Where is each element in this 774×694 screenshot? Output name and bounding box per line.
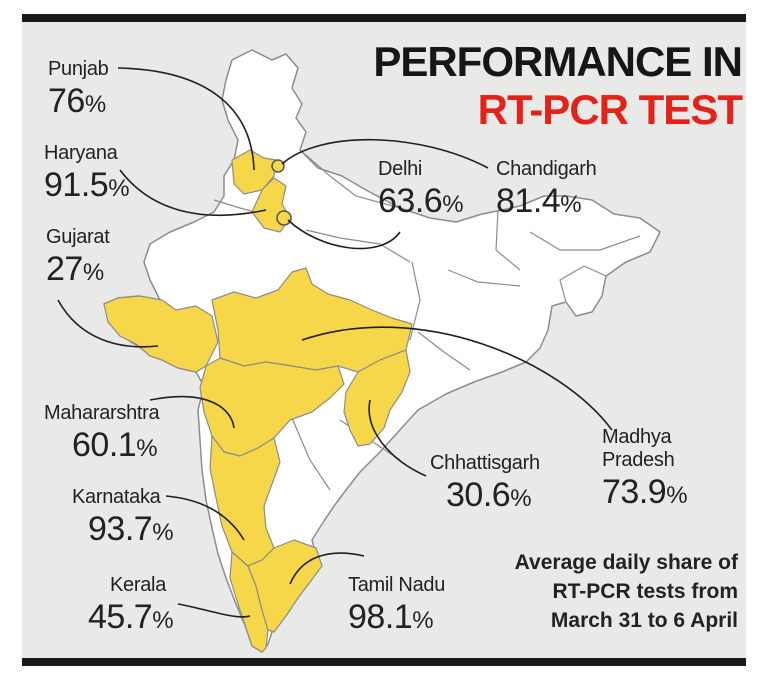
label-chhattisgarh: Chhattisgarh 30.6% (430, 452, 540, 519)
label-karnataka-value: 93.7% (88, 510, 174, 548)
highlighted-states (103, 149, 413, 653)
label-gujarat: Gujarat 27% (46, 226, 110, 293)
label-punjab-value: 76% (48, 82, 106, 120)
label-tamil-nadu-value: 98.1% (348, 598, 434, 636)
top-rule (22, 14, 746, 22)
chandigarh-marker (271, 159, 285, 173)
label-delhi-value: 63.6% (378, 182, 464, 220)
leader-kerala (177, 603, 251, 618)
label-karnataka-name: Karnataka (72, 486, 161, 508)
leader-delhi (287, 219, 401, 250)
label-kerala: Kerala 45.7% (88, 574, 174, 641)
label-madhya-pradesh: Madhya Pradesh 73.9% (602, 426, 688, 516)
leader-punjab (117, 67, 255, 171)
label-delhi-name: Delhi (378, 158, 423, 180)
label-chandigarh-name: Chandigarh (496, 158, 597, 180)
label-maharashtra: Mahararshtra 60.1% (44, 402, 160, 469)
label-gujarat-value: 27% (46, 250, 104, 288)
title-line-1: PERFORMANCE IN (373, 38, 743, 85)
bottom-rule (22, 658, 746, 666)
state-karnataka (209, 435, 281, 567)
label-karnataka: Karnataka 93.7% (72, 486, 174, 553)
label-madhya-pradesh-name-1: Madhya (602, 426, 672, 448)
label-punjab: Punjab 76% (48, 58, 109, 125)
note: Average daily share of RT-PCR tests from… (515, 548, 738, 635)
title-line-2: RT-PCR TEST (477, 86, 743, 133)
label-madhya-pradesh-name-2: Pradesh (602, 449, 675, 471)
state-tamil-nadu (247, 539, 323, 633)
note-line-3: March 31 to 6 April (550, 609, 738, 632)
leader-haryana (119, 169, 267, 216)
delhi-marker (276, 210, 292, 226)
leader-karnataka (165, 495, 245, 541)
note-line-2: RT-PCR tests from (552, 580, 738, 603)
state-chhattisgarh (343, 349, 411, 447)
label-chandigarh: Chandigarh 81.4% (496, 158, 597, 225)
label-delhi: Delhi 63.6% (378, 158, 464, 225)
label-maharashtra-value: 60.1% (72, 426, 158, 464)
note-line-1: Average daily share of (514, 551, 738, 574)
leader-chhattisgarh (368, 399, 427, 477)
label-haryana-value: 91.5% (44, 166, 130, 204)
label-chhattisgarh-name: Chhattisgarh (430, 452, 540, 474)
label-chandigarh-value: 81.4% (496, 182, 582, 220)
label-tamil-nadu-name: Tamil Nadu (348, 574, 446, 596)
leader-lines (57, 67, 613, 618)
label-haryana-name: Haryana (44, 142, 118, 164)
label-tamil-nadu: Tamil Nadu 98.1% (348, 574, 445, 641)
label-punjab-name: Punjab (48, 58, 109, 80)
leader-maharashtra (149, 395, 235, 429)
label-chhattisgarh-value: 30.6% (446, 476, 532, 514)
label-gujarat-name: Gujarat (46, 226, 110, 248)
leader-chandigarh (281, 138, 489, 169)
label-haryana: Haryana 91.5% (44, 142, 130, 209)
label-madhya-pradesh-value: 73.9% (602, 473, 688, 511)
state-punjab (231, 149, 277, 195)
label-kerala-name: Kerala (110, 574, 167, 596)
leader-madhya-pradesh (301, 326, 613, 431)
label-kerala-value: 45.7% (88, 598, 174, 636)
label-maharashtra-name: Mahararshtra (44, 402, 160, 424)
leader-gujarat (57, 299, 159, 348)
leader-tamil-nadu (289, 552, 365, 585)
